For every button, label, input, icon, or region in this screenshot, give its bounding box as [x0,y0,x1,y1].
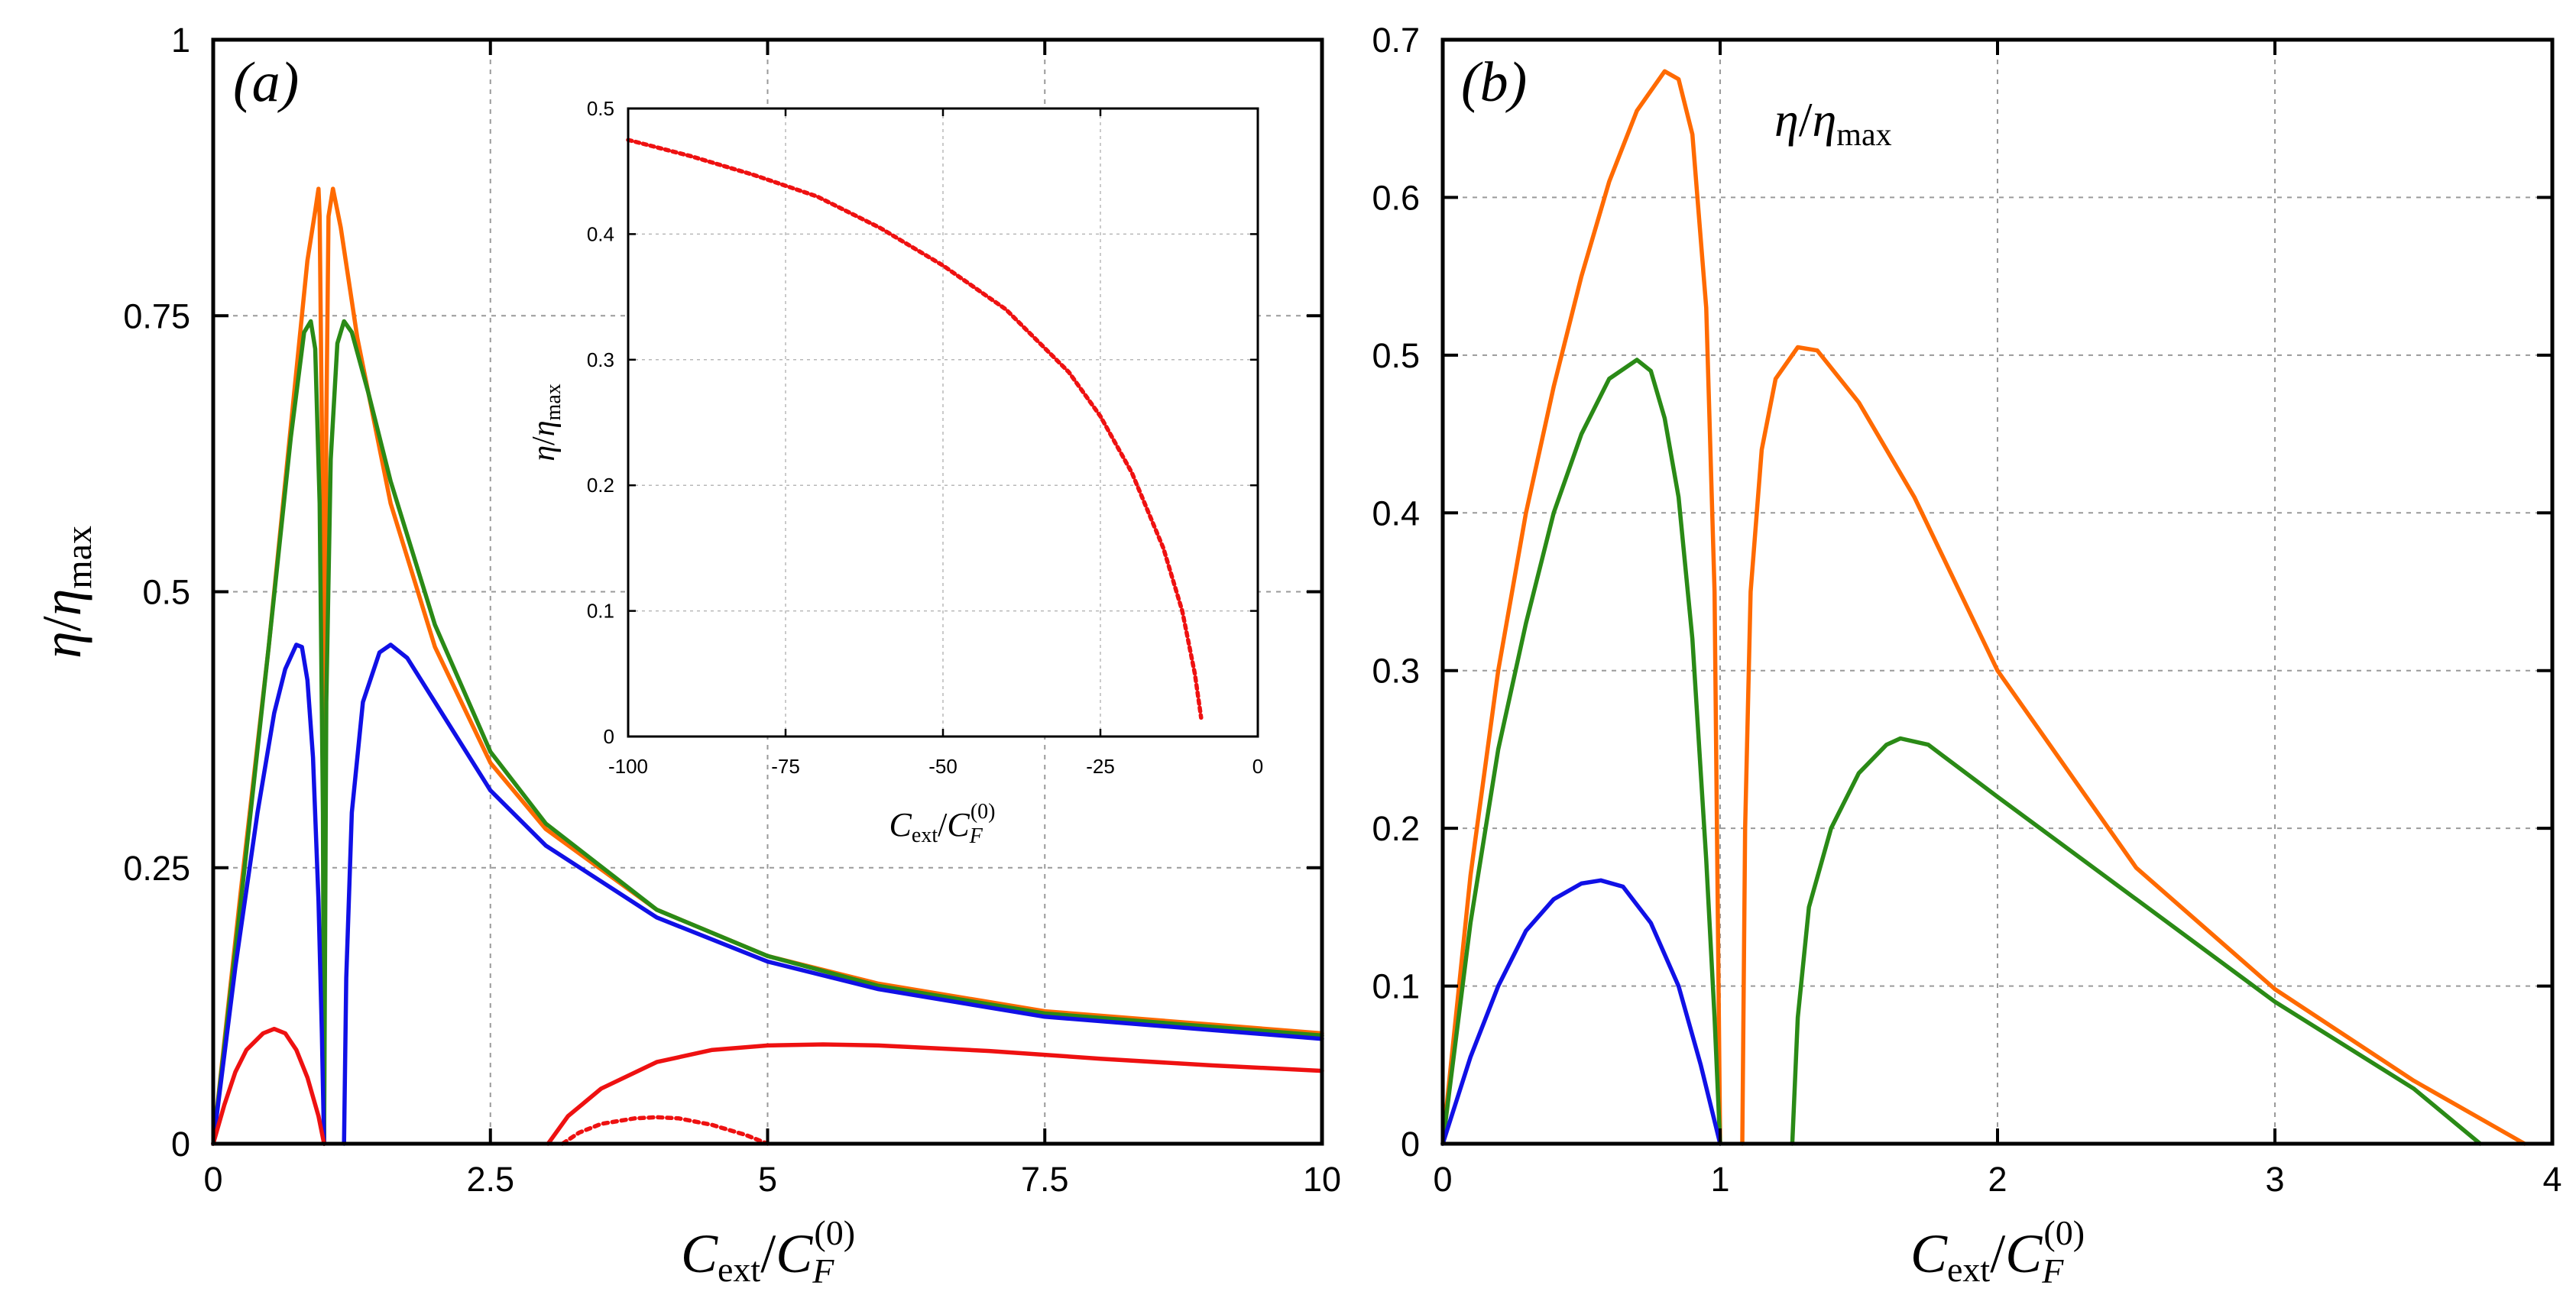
panel-b-y-tick-labels: 0 0.1 0.2 0.3 0.4 0.5 0.6 0.7 [1372,21,1420,1164]
panel-b-label: (b) [1461,51,1527,114]
series-blue-line [342,643,1324,1146]
series-green-line [1440,358,1722,1146]
x-tick-label: -50 [928,755,957,778]
y-tick-label: 0.7 [1372,21,1420,60]
x-tick-label: 2 [1988,1160,2007,1199]
inset-chart: -100 -75 -50 -25 0 0 0.1 0.2 0.3 0.4 0.5 η/ηmax C… [527,97,1263,848]
y-tick-label: 0.4 [1372,494,1420,533]
series-orange-line [1740,345,2527,1146]
y-tick-label: 0.5 [142,573,190,612]
x-tick-label: 0 [1433,1160,1452,1199]
series-green-line [322,319,1324,1146]
inset-grid [628,108,1258,737]
series-blue-line [1440,878,1722,1146]
series-green-line [211,319,326,1146]
y-tick-label: 0.1 [587,600,614,623]
y-tick-label: 0.3 [587,348,614,371]
panel-b-x-tick-labels: 0 1 2 3 4 [1433,1160,2561,1199]
panel-b-x-axis-label: Cext/CF(0) [1910,1213,2085,1290]
x-tick-label: -75 [771,755,800,778]
y-tick-label: 0.3 [1372,652,1420,691]
panel-b-grid [1443,40,2552,1144]
x-tick-label: 7.5 [1021,1160,1069,1199]
inset-y-axis-label: η/ηmax [527,384,565,461]
inset-background [628,108,1258,737]
series-red-line [546,1042,1324,1146]
x-tick-label: 4 [2542,1160,2561,1199]
panel-a-x-axis-label: Cext/CF(0) [681,1213,855,1290]
inset-curves [626,138,1204,720]
panel-b-ticks [1441,38,2554,1145]
x-tick-label: 3 [2265,1160,2284,1199]
panel-a-ticks [212,38,1324,1145]
y-tick-label: 0.1 [1372,967,1420,1006]
panel-b-curves [1440,69,2527,1146]
y-tick-label: 0.5 [587,97,614,120]
panel-a-y-axis-label: η/ηmax [31,526,99,659]
inset-y-tick-labels: 0 0.1 0.2 0.3 0.4 0.5 [587,97,614,748]
x-tick-label: -100 [608,755,648,778]
y-tick-label: 0.6 [1372,178,1420,217]
y-tick-label: 0 [1401,1125,1420,1164]
y-tick-label: 0.75 [123,296,190,335]
x-tick-label: 2.5 [466,1160,514,1199]
x-tick-label: 1 [1710,1160,1729,1199]
x-tick-label: 10 [1303,1160,1341,1199]
y-tick-label: 0.4 [587,222,614,245]
y-tick-label: 0 [604,725,614,748]
x-tick-label: -25 [1086,755,1115,778]
series-red-dotted-line [560,1115,770,1146]
inset-ticks [627,107,1259,738]
x-tick-label: 0 [203,1160,222,1199]
series-red-dotted-line [626,138,1204,720]
x-tick-label: 0 [1252,755,1263,778]
y-tick-label: 0.2 [1372,809,1420,848]
panel-a: 0 2.5 5 7.5 10 0 0.25 0.5 0.75 1 (a) η/ηmax Cext… [31,21,1341,1290]
y-tick-label: 1 [171,21,190,60]
series-green-line [1790,736,2483,1146]
panel-a-y-tick-labels: 0 0.25 0.5 0.75 1 [123,21,190,1164]
inset-x-tick-labels: -100 -75 -50 -25 0 [608,755,1263,778]
y-tick-label: 0.5 [1372,336,1420,375]
panel-a-label: (a) [233,51,299,114]
panel-a-curves [211,186,1324,1146]
inset-x-axis-label: Cext/CF(0) [889,800,996,848]
y-tick-label: 0.25 [123,849,190,888]
x-tick-label: 5 [758,1160,777,1199]
series-red-line [211,1026,326,1146]
series-orange-line [1440,69,1722,1146]
y-tick-label: 0.2 [587,474,614,497]
panel-a-x-tick-labels: 0 2.5 5 7.5 10 [203,1160,1341,1199]
series-blue-line [211,643,326,1146]
y-tick-label: 0 [171,1125,190,1164]
panel-b-annotation: η/ηmax [1774,92,1892,153]
